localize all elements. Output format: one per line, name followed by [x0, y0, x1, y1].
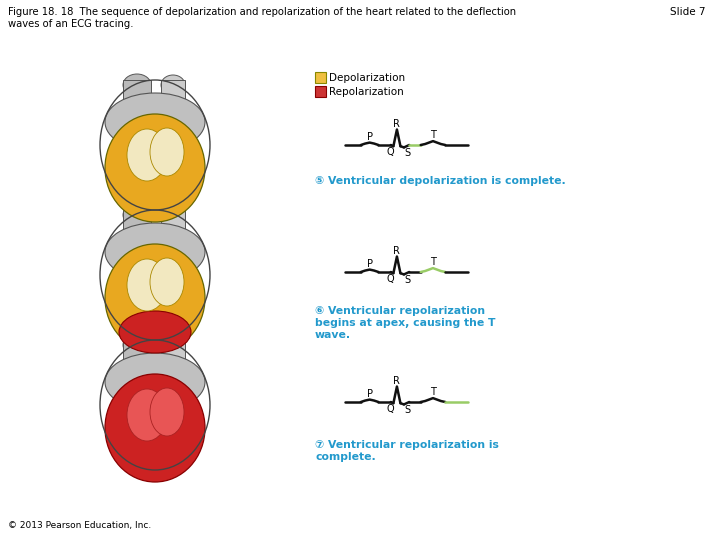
- Ellipse shape: [105, 223, 205, 281]
- Text: T: T: [430, 257, 436, 267]
- Text: begins at apex, causing the T: begins at apex, causing the T: [315, 318, 495, 328]
- Text: Depolarization: Depolarization: [329, 73, 405, 83]
- Ellipse shape: [123, 74, 151, 96]
- Ellipse shape: [123, 204, 151, 226]
- Text: ⑤ Ventricular depolarization is complete.: ⑤ Ventricular depolarization is complete…: [315, 176, 566, 186]
- Text: R: R: [394, 119, 400, 129]
- Ellipse shape: [127, 389, 167, 441]
- Ellipse shape: [105, 114, 205, 222]
- Bar: [123, 340, 151, 365]
- Ellipse shape: [105, 353, 205, 411]
- Ellipse shape: [161, 75, 185, 95]
- Ellipse shape: [105, 244, 205, 352]
- Text: ⑥ Ventricular repolarization: ⑥ Ventricular repolarization: [315, 306, 485, 316]
- Text: Q: Q: [387, 147, 395, 157]
- Text: wave.: wave.: [315, 330, 351, 340]
- Ellipse shape: [150, 258, 184, 306]
- Text: T: T: [430, 130, 436, 140]
- Ellipse shape: [150, 388, 184, 436]
- Text: Q: Q: [387, 274, 395, 284]
- Ellipse shape: [123, 334, 151, 356]
- Ellipse shape: [119, 311, 191, 353]
- Text: P: P: [366, 132, 373, 141]
- Bar: [315, 72, 326, 83]
- Text: ⑦ Ventricular repolarization is: ⑦ Ventricular repolarization is: [315, 440, 499, 450]
- Text: Slide 7: Slide 7: [670, 7, 706, 17]
- Text: S: S: [404, 148, 410, 158]
- Bar: [161, 340, 185, 365]
- Text: waves of an ECG tracing.: waves of an ECG tracing.: [8, 19, 133, 29]
- Text: Figure 18. 18  The sequence of depolarization and repolarization of the heart re: Figure 18. 18 The sequence of depolariza…: [8, 7, 516, 17]
- Text: S: S: [404, 406, 410, 415]
- Text: Repolarization: Repolarization: [329, 87, 404, 97]
- Bar: [123, 210, 151, 235]
- Text: R: R: [394, 246, 400, 255]
- Bar: [161, 80, 185, 105]
- Ellipse shape: [161, 335, 185, 355]
- Ellipse shape: [161, 205, 185, 225]
- Bar: [315, 86, 326, 97]
- Ellipse shape: [105, 93, 205, 151]
- Ellipse shape: [127, 129, 167, 181]
- Bar: [161, 210, 185, 235]
- Text: Q: Q: [387, 404, 395, 414]
- Text: complete.: complete.: [315, 452, 376, 462]
- Ellipse shape: [127, 259, 167, 311]
- Ellipse shape: [105, 374, 205, 482]
- Text: T: T: [430, 387, 436, 397]
- Text: P: P: [366, 389, 373, 399]
- Text: P: P: [366, 259, 373, 268]
- Ellipse shape: [150, 128, 184, 176]
- Text: © 2013 Pearson Education, Inc.: © 2013 Pearson Education, Inc.: [8, 521, 151, 530]
- Text: R: R: [394, 375, 400, 386]
- Bar: [123, 80, 151, 105]
- Text: S: S: [404, 275, 410, 285]
